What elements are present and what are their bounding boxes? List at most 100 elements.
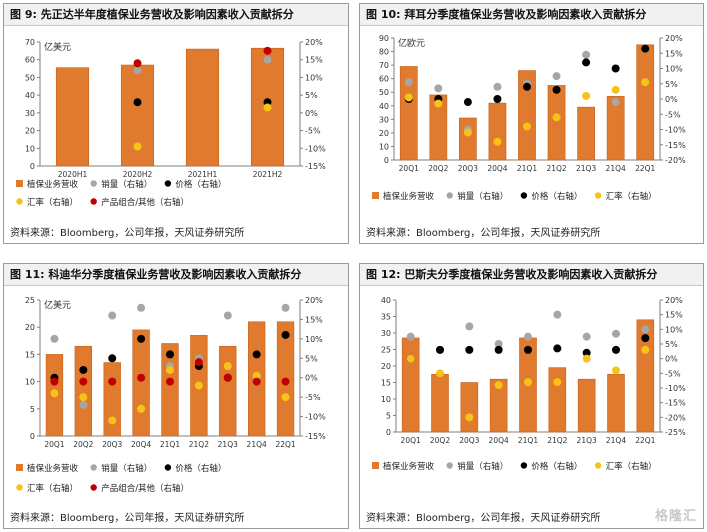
y-tick-label: 10 [25,378,35,387]
data-point-mix [133,59,142,68]
y2-tick-label: 5% [305,354,318,363]
y2-tick-label: -15% [665,399,686,408]
data-point-fx [137,404,146,413]
x-tick-label: 21Q2 [546,164,566,173]
bar [161,343,179,437]
y2-tick-label: 15% [305,315,323,324]
data-point-volume [137,303,146,312]
data-point-fx [523,122,531,131]
y2-tick-label: -20% [665,413,686,422]
legend-label: 汇率（右轴） [27,197,78,208]
figure-number: 图 10: [366,8,401,21]
y-tick-label: 20 [381,362,391,371]
data-point-fx [465,413,474,422]
data-point-volume [434,84,443,93]
legend-label: 价格（右轴） [175,179,226,190]
y-tick-label: 50 [25,73,35,82]
y2-tick-label: -25% [665,428,686,437]
data-point-mix [252,377,261,386]
data-point-price [137,334,146,343]
y2-tick-label: -15% [305,432,326,441]
x-tick-label: 20Q1 [401,436,421,445]
bar [606,95,625,161]
y-tick-label: 60 [379,75,389,84]
data-point-volume [553,310,562,319]
data-point-fx [79,393,88,402]
data-point-mix [50,377,59,386]
figure-number: 图 12: [366,268,401,281]
y-tick-label: 15 [25,350,35,359]
source-note: 资料来源：Bloomberg，公司年报，天风证券研究所 [366,228,601,239]
legend-label: 植保业务营收 [27,463,79,474]
x-tick-label: 21Q4 [606,436,626,445]
chart-svg: 0 5 10 15 20 25 -15% -10% -5% 0% 5% 10% 15% 20% 亿美元 20Q… [16,296,326,494]
data-point-volume [494,340,503,348]
data-point-fx [612,366,620,375]
data-point-price [582,348,591,357]
y2-tick-label: -10% [665,384,686,393]
bar [55,67,90,167]
data-point-fx [404,93,413,102]
data-point-volume [611,98,620,107]
y-tick-label: 70 [379,61,389,70]
panel-title: 图 11: 科迪华分季度植保业务营收及影响因素收入贡献拆分 [4,264,348,286]
y-tick-label: 15 [381,379,391,388]
data-point-fx [641,78,650,87]
legend-swatch-fx [594,192,602,199]
bar [120,64,155,167]
data-point-volume [582,50,591,59]
data-point-volume [465,322,474,331]
bar [636,44,655,161]
y2-tick-label: 20% [665,296,683,305]
legend-label: 产品组合/其他（右轴） [101,197,189,208]
legend-swatch-fx [16,484,23,491]
data-point-fx [493,137,502,146]
x-tick-label: 21Q1 [160,440,180,449]
unit-label: 亿欧元 [398,37,425,49]
data-point-fx [406,354,415,363]
legend-label: 产品组合/其他（右轴） [101,483,189,494]
data-point-price [641,44,650,53]
x-tick-label: 21Q3 [576,164,596,173]
chart-panel-bayer: 图 10: 拜耳分季度植保业务营收及影响因素收入贡献拆分 0 10 20 30 40 50… [359,3,704,244]
data-point-fx [463,128,472,137]
panel-title: 图 9: 先正达半年度植保业务营收及影响因素收入贡献拆分 [4,4,348,26]
y-tick-label: 80 [379,48,389,57]
data-point-fx [223,362,232,371]
x-tick-label: 20Q3 [458,164,478,173]
bar [103,362,121,437]
figure-number: 图 11: [10,268,45,281]
y2-tick-label: -5% [665,110,681,119]
data-point-price [252,350,261,359]
data-point-fx [252,371,261,380]
data-point-fx [434,99,443,108]
source-note: 资料来源：Bloomberg，公司年报，天风证券研究所 [10,513,245,524]
y-tick-label: 5 [30,405,35,414]
legend-swatch-fx [594,462,602,469]
bar [488,102,507,161]
x-tick-label: 20Q3 [459,436,479,445]
data-point-price [79,365,88,374]
data-point-mix [108,377,117,386]
y-tick-label: 50 [379,88,389,97]
data-point-price [582,58,591,67]
y2-tick-label: 0% [665,355,678,364]
data-point-price [463,98,472,107]
data-point-fx [494,381,503,390]
bar [460,382,479,433]
data-point-price [465,345,474,354]
bar [607,373,625,433]
data-point-mix [194,358,203,367]
bar [399,66,418,161]
y-tick-label: 60 [25,56,35,65]
bar [185,48,220,167]
x-tick-label: 2020H2 [123,170,153,179]
data-point-fx [436,369,444,378]
bar [431,373,449,433]
chart-svg: 0 10 20 30 40 50 60 70 80 90 -20% -15% -10% -5% 0% 5% 10… [372,34,686,202]
bar [518,70,536,161]
y-tick-label: 40 [379,102,389,111]
legend-label: 价格（右轴） [531,191,582,202]
legend-swatch-mix [90,484,97,491]
x-tick-label: 2021H1 [188,170,218,179]
